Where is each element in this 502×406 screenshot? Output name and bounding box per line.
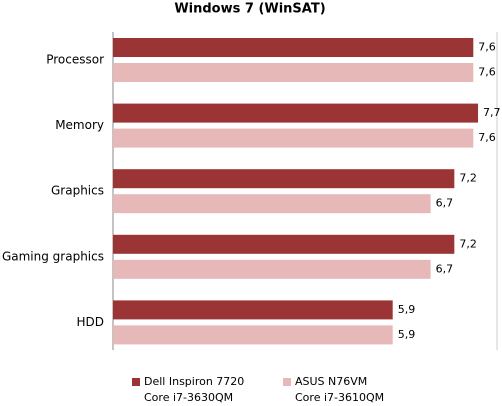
value-label: 7,2 [459, 172, 477, 185]
value-label: 7,2 [459, 237, 477, 250]
value-label: 7,6 [478, 66, 496, 79]
legend-swatch [283, 378, 291, 386]
category-label: Processor [46, 53, 104, 67]
bar [113, 325, 393, 345]
bar [113, 300, 393, 320]
chart: Windows 7 (WinSAT) Processor 7,6 7,6 Memory… [2, 2, 501, 350]
legend-entry: Dell Inspiron 7720 Core i7-3630QM [132, 374, 244, 406]
category-label: Graphics [51, 184, 104, 198]
value-label: 6,7 [436, 262, 454, 275]
value-label: 6,7 [436, 197, 454, 210]
value-label: 5,9 [398, 303, 416, 316]
bar [113, 63, 474, 82]
bar [113, 259, 431, 279]
bar [113, 169, 455, 189]
category-label: Gaming graphics [2, 249, 104, 263]
category-label: Memory [55, 118, 104, 132]
value-label: 7,6 [478, 41, 496, 54]
bar [113, 38, 474, 57]
value-label: 7,6 [478, 131, 496, 144]
bar [113, 103, 479, 123]
legend-label: ASUS N76VM Core i7-3610QM [295, 375, 385, 404]
category-label: HDD [76, 315, 104, 329]
chart-title: Windows 7 (WinSAT) [174, 2, 325, 17]
bar [113, 194, 431, 214]
legend-label: Dell Inspiron 7720 Core i7-3630QM [144, 375, 245, 404]
value-label: 5,9 [398, 328, 416, 341]
bar [113, 128, 474, 148]
legend-swatch [132, 378, 140, 386]
legend-entry: ASUS N76VM Core i7-3610QM [283, 374, 384, 406]
value-label: 7,7 [483, 106, 501, 119]
bar [113, 234, 455, 254]
